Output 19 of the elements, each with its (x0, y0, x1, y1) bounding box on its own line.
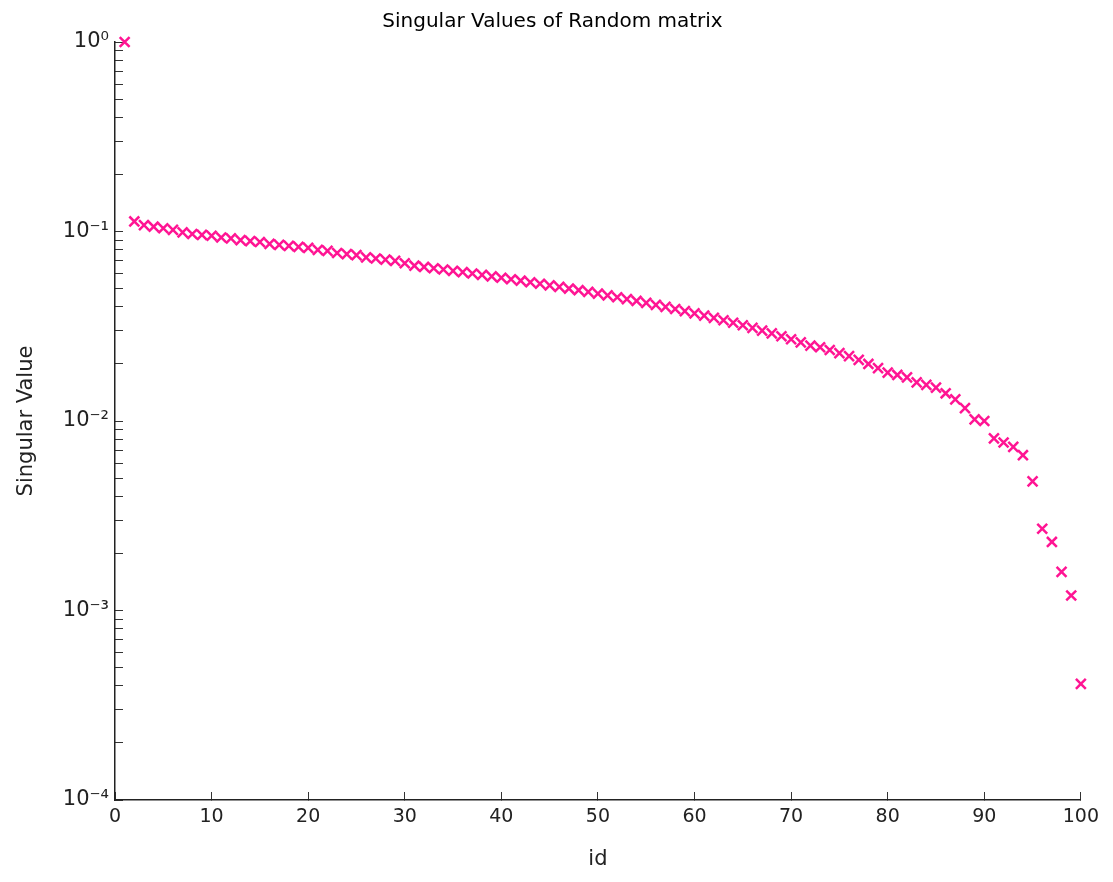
chart-title: Singular Values of Random matrix (382, 8, 723, 33)
x-tick-label: 80 (875, 804, 900, 827)
x-tick-label: 40 (489, 804, 514, 827)
y-tick-label: 10⁻² (62, 407, 109, 432)
x-tick-label: 30 (392, 804, 417, 827)
x-tick-label: 70 (779, 804, 804, 827)
y-tick-label: 10⁰ (73, 28, 109, 53)
x-tick-label: 90 (972, 804, 997, 827)
y-tick-label: 10⁻⁴ (62, 786, 109, 811)
y-axis-title: Singular Value (13, 345, 38, 497)
x-tick-label: 60 (682, 804, 707, 827)
y-tick-label: 10⁻³ (62, 596, 109, 621)
y-tick-label: 10⁻¹ (62, 217, 109, 242)
x-axis-title: id (588, 845, 608, 870)
x-tick-label: 50 (585, 804, 611, 827)
x-tick-label: 20 (296, 804, 321, 827)
x-tick-label: 0 (108, 804, 122, 827)
x-tick-label: 10 (199, 804, 224, 827)
x-tick-label: 100 (1062, 804, 1099, 827)
